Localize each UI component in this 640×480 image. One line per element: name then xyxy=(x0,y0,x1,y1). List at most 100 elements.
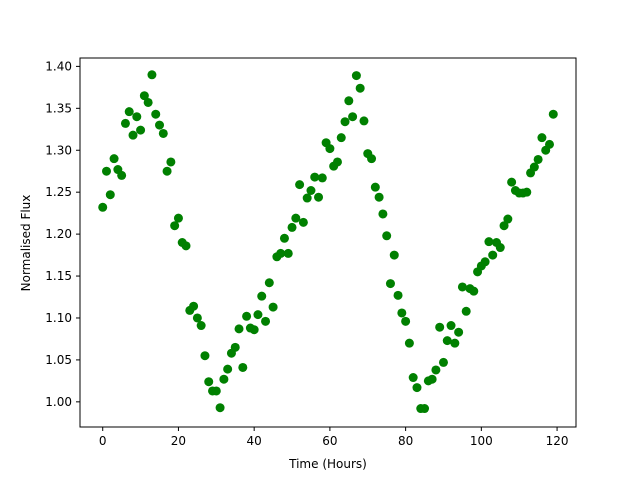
data-point xyxy=(378,209,388,219)
data-point xyxy=(427,374,437,384)
data-point xyxy=(173,213,183,223)
y-axis-label: Normalised Flux xyxy=(19,195,33,292)
data-point xyxy=(120,118,130,128)
data-point xyxy=(219,374,229,384)
data-point xyxy=(533,154,543,164)
data-point xyxy=(98,202,108,212)
data-point xyxy=(196,321,206,331)
data-point xyxy=(230,342,240,352)
data-point xyxy=(223,364,233,374)
data-point xyxy=(136,125,146,135)
data-point xyxy=(200,351,210,361)
x-tick-label: 60 xyxy=(322,434,337,448)
data-point xyxy=(158,128,168,138)
data-point xyxy=(442,336,452,346)
data-point xyxy=(446,321,456,331)
data-point xyxy=(359,116,369,126)
data-point xyxy=(355,83,365,93)
y-tick-label: 1.25 xyxy=(45,185,72,199)
y-tick-label: 1.35 xyxy=(45,101,72,115)
plot-frame xyxy=(79,57,577,428)
data-point xyxy=(314,192,324,202)
data-point xyxy=(393,290,403,300)
data-point xyxy=(325,144,335,154)
data-point xyxy=(170,221,180,231)
data-point xyxy=(105,190,115,200)
data-point xyxy=(529,162,539,172)
x-tick-label: 80 xyxy=(398,434,413,448)
data-point xyxy=(189,301,199,311)
data-point xyxy=(242,311,252,321)
data-point xyxy=(257,291,267,301)
data-point xyxy=(253,310,263,320)
data-point xyxy=(401,316,411,326)
data-point xyxy=(336,133,346,143)
data-point xyxy=(261,316,271,326)
data-point xyxy=(124,107,134,117)
data-point xyxy=(367,154,377,164)
data-point xyxy=(287,222,297,232)
data-point xyxy=(166,157,176,167)
data-point xyxy=(283,248,293,258)
data-point xyxy=(215,403,225,413)
data-point xyxy=(370,182,380,192)
data-point xyxy=(457,282,467,292)
y-axis: 1.00 1.05 1.10 1.15 1.20 1.25 1.30 1.35 1.40 xyxy=(45,59,80,409)
data-point xyxy=(132,112,142,122)
data-point xyxy=(295,180,305,190)
y-tick-label: 1.05 xyxy=(45,353,72,367)
data-point xyxy=(264,278,274,288)
data-point xyxy=(461,306,471,316)
data-point xyxy=(340,117,350,127)
data-point xyxy=(109,154,119,164)
data-point xyxy=(385,279,395,289)
data-point xyxy=(192,313,202,323)
data-point xyxy=(162,166,172,176)
data-point xyxy=(435,322,445,332)
data-point xyxy=(143,97,153,107)
data-point xyxy=(507,177,517,187)
data-point xyxy=(238,362,248,372)
data-point xyxy=(147,70,157,80)
x-axis: 0 20 40 60 80 100 120 xyxy=(99,427,569,448)
data-point xyxy=(548,109,558,119)
data-point xyxy=(488,250,498,260)
data-point xyxy=(469,286,479,296)
data-point xyxy=(306,186,316,195)
data-point xyxy=(298,217,308,227)
data-point xyxy=(389,250,399,260)
data-point xyxy=(382,231,392,241)
data-point xyxy=(404,338,414,348)
data-point xyxy=(438,357,448,367)
data-point xyxy=(374,192,384,202)
data-point xyxy=(128,130,138,140)
y-tick-label: 1.00 xyxy=(45,395,72,409)
x-tick-label: 120 xyxy=(546,434,569,448)
data-point xyxy=(117,170,127,180)
data-point xyxy=(480,257,490,267)
data-point xyxy=(503,214,513,224)
data-point xyxy=(537,133,547,143)
data-point xyxy=(211,386,221,396)
x-axis-label: Time (Hours) xyxy=(288,457,367,471)
y-tick-label: 1.30 xyxy=(45,143,72,157)
data-point xyxy=(495,243,505,253)
data-point xyxy=(351,71,361,81)
data-point xyxy=(499,221,509,231)
y-tick-label: 1.15 xyxy=(45,269,72,283)
x-tick-label: 20 xyxy=(171,434,186,448)
data-point xyxy=(279,233,289,243)
x-tick-label: 100 xyxy=(470,434,493,448)
data-point xyxy=(291,213,301,223)
data-point xyxy=(249,325,259,335)
data-point xyxy=(155,120,165,130)
data-point xyxy=(332,157,342,167)
data-point xyxy=(268,302,278,312)
data-point xyxy=(181,241,191,251)
data-point xyxy=(139,91,149,101)
data-point xyxy=(431,365,441,375)
data-point xyxy=(344,96,354,106)
y-tick-label: 1.40 xyxy=(45,59,72,73)
